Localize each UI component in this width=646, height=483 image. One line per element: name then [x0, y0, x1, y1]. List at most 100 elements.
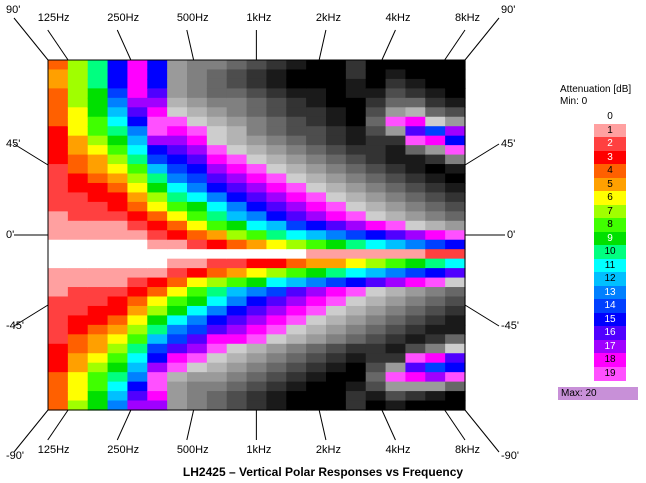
heatmap-cell	[107, 400, 129, 411]
frequency-tick-top	[116, 29, 132, 61]
angle-label-right: 0'	[507, 229, 516, 241]
heatmap-cell	[147, 164, 168, 175]
legend-swatch: 10	[594, 245, 626, 259]
heatmap-cell	[405, 154, 426, 165]
heatmap-cell	[345, 164, 367, 175]
heatmap-cell	[206, 69, 228, 80]
heatmap-cell	[67, 296, 89, 307]
heatmap-cell	[187, 107, 208, 118]
heatmap-cell	[286, 135, 307, 146]
heatmap-cell	[67, 400, 89, 411]
legend-swatch: 4	[594, 164, 626, 178]
heatmap-cell	[206, 315, 228, 326]
heatmap-cell	[107, 296, 129, 307]
heatmap-cell	[187, 135, 208, 146]
heatmap-cell	[147, 78, 168, 89]
heatmap-cell	[326, 107, 347, 118]
heatmap-cell	[167, 69, 188, 80]
heatmap-cell	[246, 391, 268, 402]
heatmap-cell	[87, 305, 109, 317]
heatmap-cell	[345, 268, 367, 279]
heatmap-cell	[87, 381, 109, 392]
heatmap-cell	[306, 116, 327, 127]
heatmap-cell	[365, 258, 387, 269]
heatmap-cell	[167, 182, 188, 194]
heatmap-cell	[48, 164, 69, 175]
heatmap-cell	[385, 277, 407, 288]
heatmap-cell	[107, 164, 129, 175]
heatmap-cell	[127, 145, 148, 156]
heatmap-cell	[107, 116, 129, 127]
heatmap-cell	[445, 277, 466, 288]
heatmap-cell	[67, 88, 89, 99]
heatmap-cell	[266, 372, 287, 383]
heatmap-cell	[306, 135, 327, 146]
heatmap-cell	[405, 381, 426, 392]
heatmap-cell	[246, 60, 268, 71]
heatmap-cell	[326, 182, 347, 194]
heatmap-cell	[48, 211, 69, 222]
heatmap-cell	[345, 78, 367, 89]
heatmap-cell	[246, 211, 268, 222]
heatmap-cell	[67, 126, 89, 137]
heatmap-cell	[147, 258, 168, 269]
frequency-label-top: 250Hz	[107, 12, 140, 24]
heatmap-cell	[326, 296, 347, 307]
heatmap-cell	[306, 69, 327, 80]
frequency-tick-bottom	[186, 409, 195, 441]
heatmap-cell	[385, 268, 407, 279]
heatmap-cell	[266, 182, 287, 194]
heatmap-cell	[127, 97, 148, 108]
angle-tick-right	[464, 304, 500, 327]
heatmap-cell	[147, 126, 168, 137]
legend-swatch: 6	[594, 191, 626, 205]
heatmap-cell	[345, 220, 367, 231]
legend-title: Attenuation [dB]	[560, 84, 632, 95]
heatmap-cell	[326, 211, 347, 222]
heatmap-cell	[306, 391, 327, 402]
heatmap-cell	[345, 192, 367, 203]
heatmap-cell	[167, 116, 188, 127]
heatmap-cell	[345, 381, 367, 392]
heatmap-cell	[206, 60, 228, 71]
heatmap-cell	[425, 315, 446, 326]
angle-label-left: -45'	[6, 320, 24, 332]
heatmap-cell	[167, 381, 188, 392]
heatmap-cell	[385, 258, 407, 269]
heatmap-cell	[87, 362, 109, 373]
heatmap-cell	[147, 268, 168, 279]
heatmap-cell	[445, 334, 466, 345]
heatmap-cell	[87, 145, 109, 156]
heatmap-cell	[445, 372, 466, 383]
heatmap-cell	[147, 362, 168, 373]
heatmap-cell	[48, 182, 69, 194]
heatmap-cell	[405, 211, 426, 222]
heatmap-cell	[48, 372, 69, 383]
heatmap-cell	[87, 78, 109, 89]
heatmap-cell	[67, 220, 89, 231]
heatmap-cell	[107, 182, 129, 194]
heatmap-cell	[167, 372, 188, 383]
angle-tick-right	[464, 143, 500, 166]
heatmap-cell	[147, 239, 168, 250]
heatmap-cell	[107, 268, 129, 279]
heatmap-cell	[266, 97, 287, 108]
heatmap-cell	[425, 145, 446, 156]
heatmap-cell	[127, 268, 148, 279]
heatmap-cell	[87, 249, 109, 260]
heatmap-cell	[385, 60, 407, 71]
legend-swatch: 11	[594, 258, 626, 273]
legend-swatch: 8	[594, 218, 626, 232]
heatmap-cell	[206, 239, 228, 250]
heatmap-cell	[127, 239, 148, 250]
heatmap-cell	[306, 201, 327, 212]
heatmap-cell	[246, 182, 268, 194]
heatmap-cell	[206, 249, 228, 260]
heatmap-cell	[206, 192, 228, 203]
heatmap-cell	[405, 78, 426, 89]
heatmap-cell	[425, 334, 446, 345]
heatmap-cell	[147, 201, 168, 212]
heatmap-cell	[206, 287, 228, 298]
heatmap-cell	[107, 126, 129, 137]
heatmap-cell	[445, 258, 466, 269]
